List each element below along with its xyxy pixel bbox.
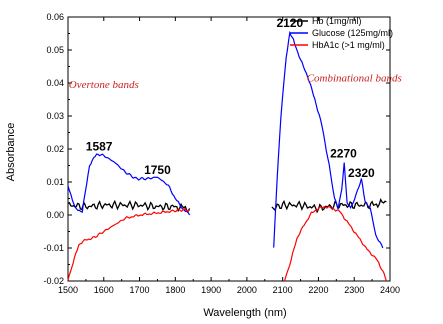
legend: Hb (1mg/ml) Glucose (125mg/ml) HbA1c (>1 m…	[290, 16, 393, 50]
peak-label: 1750	[144, 163, 171, 177]
axes: 1500 1600 1700 1800 1900 2000 2100 2200 2300 2400…	[43, 12, 400, 295]
x-tick-label: 1600	[94, 285, 114, 295]
y-tick-label: -0.02	[43, 276, 64, 286]
x-tick-label: 2400	[380, 285, 400, 295]
y-tick-label: 0.06	[46, 12, 64, 22]
peak-label: 2320	[348, 166, 375, 180]
band-label: Combinational bands	[307, 72, 402, 84]
y-tick-label: -0.01	[43, 243, 64, 253]
x-tick-label: 2200	[308, 285, 328, 295]
y-tick-label: 0.00	[46, 210, 64, 220]
series-line	[271, 197, 387, 214]
legend-entry: Hb (1mg/ml)	[312, 16, 362, 26]
peak-label: 2120	[276, 16, 303, 30]
peak-label: 2270	[330, 146, 357, 160]
series-layer	[67, 30, 387, 282]
x-tick-label: 2000	[237, 285, 257, 295]
series-line	[67, 153, 191, 216]
band-label: Overtone bands	[69, 79, 139, 91]
annotation-layer: 1587 1750 2120 2270 2320 Overtone bands Combin…	[69, 16, 402, 180]
legend-entry: Glucose (125mg/ml)	[312, 28, 393, 38]
y-axis-title: Absorbance	[5, 123, 17, 182]
series-line	[273, 30, 384, 249]
x-tick-label: 1900	[201, 285, 221, 295]
series-line	[283, 205, 387, 282]
x-tick-label: 1700	[130, 285, 150, 295]
x-tick-label: 2300	[344, 285, 364, 295]
y-tick-label: 0.04	[46, 78, 64, 88]
x-tick-label: 2100	[273, 285, 293, 295]
x-axis-title: Wavelength (nm)	[203, 307, 286, 319]
series-line	[67, 208, 190, 281]
y-tick-label: 0.03	[46, 111, 64, 121]
legend-entry: HbA1c (>1 mg/ml)	[312, 40, 385, 50]
y-tick-label: 0.05	[46, 45, 64, 55]
y-tick-label: 0.02	[46, 144, 64, 154]
series-line	[67, 199, 191, 213]
y-tick-label: 0.01	[46, 177, 64, 187]
x-tick-label: 1500	[58, 285, 78, 295]
peak-label: 1587	[86, 140, 113, 154]
x-tick-label: 1800	[165, 285, 185, 295]
